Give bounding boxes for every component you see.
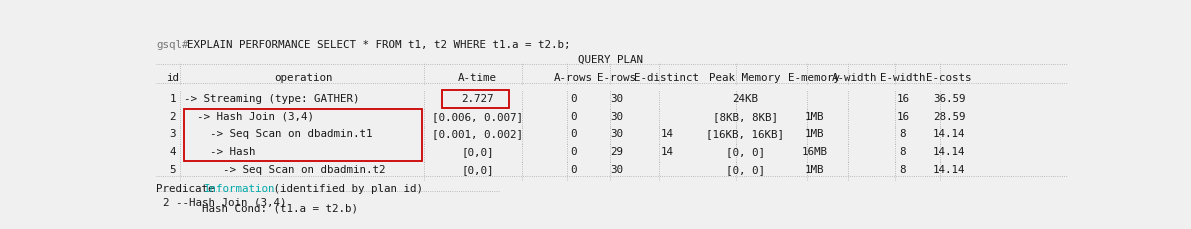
- Text: 2: 2: [169, 111, 176, 121]
- Text: 30: 30: [610, 111, 623, 121]
- Text: 36.59: 36.59: [933, 94, 966, 104]
- Text: E-memory: E-memory: [788, 72, 841, 82]
- Text: -> Streaming (type: GATHER): -> Streaming (type: GATHER): [183, 94, 360, 104]
- Text: 16: 16: [897, 111, 910, 121]
- Text: 8: 8: [899, 147, 906, 156]
- Text: [16KB, 16KB]: [16KB, 16KB]: [706, 129, 784, 139]
- Text: 8: 8: [899, 164, 906, 174]
- Text: QUERY PLAN: QUERY PLAN: [578, 55, 643, 65]
- Text: 14.14: 14.14: [933, 147, 966, 156]
- Text: E-costs: E-costs: [927, 72, 972, 82]
- Text: -> Seq Scan on dbadmin.t1: -> Seq Scan on dbadmin.t1: [183, 129, 373, 139]
- Text: 14: 14: [660, 129, 673, 139]
- Text: 24KB: 24KB: [732, 94, 759, 104]
- Text: Peak Memory: Peak Memory: [710, 72, 781, 82]
- Text: [0, 0]: [0, 0]: [725, 164, 765, 174]
- Text: -> Seq Scan on dbadmin.t2: -> Seq Scan on dbadmin.t2: [183, 164, 386, 174]
- Text: A-rows: A-rows: [554, 72, 593, 82]
- Text: [0,0]: [0,0]: [461, 164, 494, 174]
- Text: 2 --Hash Join (3,4): 2 --Hash Join (3,4): [163, 196, 286, 206]
- Text: 4: 4: [169, 147, 176, 156]
- Text: (identified by plan id): (identified by plan id): [267, 183, 423, 193]
- Text: 0: 0: [570, 164, 576, 174]
- Text: 2.727: 2.727: [461, 94, 494, 104]
- Text: Hash Cond: (t1.a = t2.b): Hash Cond: (t1.a = t2.b): [163, 203, 357, 213]
- Text: 30: 30: [610, 164, 623, 174]
- Text: 0: 0: [570, 129, 576, 139]
- Text: 0: 0: [570, 94, 576, 104]
- Text: 1MB: 1MB: [805, 164, 824, 174]
- Text: [0, 0]: [0, 0]: [725, 147, 765, 156]
- Text: Predicate: Predicate: [156, 183, 222, 193]
- Text: 5: 5: [169, 164, 176, 174]
- Text: 28.59: 28.59: [933, 111, 966, 121]
- Text: id: id: [167, 72, 180, 82]
- Text: [0,0]: [0,0]: [461, 147, 494, 156]
- Text: [0.001, 0.002]: [0.001, 0.002]: [432, 129, 523, 139]
- Text: [8KB, 8KB]: [8KB, 8KB]: [712, 111, 778, 121]
- Text: E-width: E-width: [880, 72, 925, 82]
- Text: 30: 30: [610, 129, 623, 139]
- Text: gsql#: gsql#: [156, 40, 188, 50]
- Text: 3: 3: [169, 129, 176, 139]
- Text: E-rows: E-rows: [598, 72, 636, 82]
- Text: 1MB: 1MB: [805, 111, 824, 121]
- Text: 16: 16: [897, 94, 910, 104]
- Text: EXPLAIN PERFORMANCE SELECT * FROM t1, t2 WHERE t1.a = t2.b;: EXPLAIN PERFORMANCE SELECT * FROM t1, t2…: [187, 40, 570, 50]
- Text: -> Hash Join (3,4): -> Hash Join (3,4): [183, 111, 314, 121]
- Text: 14.14: 14.14: [933, 129, 966, 139]
- Text: 30: 30: [610, 94, 623, 104]
- Text: 14: 14: [660, 147, 673, 156]
- Text: 1: 1: [169, 94, 176, 104]
- Text: E-distinct: E-distinct: [634, 72, 699, 82]
- Text: 8: 8: [899, 129, 906, 139]
- Text: Information: Information: [205, 183, 276, 193]
- Text: [0.006, 0.007]: [0.006, 0.007]: [432, 111, 523, 121]
- Text: -> Hash: -> Hash: [183, 147, 255, 156]
- Text: 0: 0: [570, 111, 576, 121]
- Text: 16MB: 16MB: [802, 147, 828, 156]
- Text: 29: 29: [610, 147, 623, 156]
- Text: A-width: A-width: [833, 72, 878, 82]
- Text: 0: 0: [570, 147, 576, 156]
- Text: A-time: A-time: [459, 72, 497, 82]
- Text: 14.14: 14.14: [933, 164, 966, 174]
- Text: operation: operation: [275, 72, 333, 82]
- Text: 1MB: 1MB: [805, 129, 824, 139]
